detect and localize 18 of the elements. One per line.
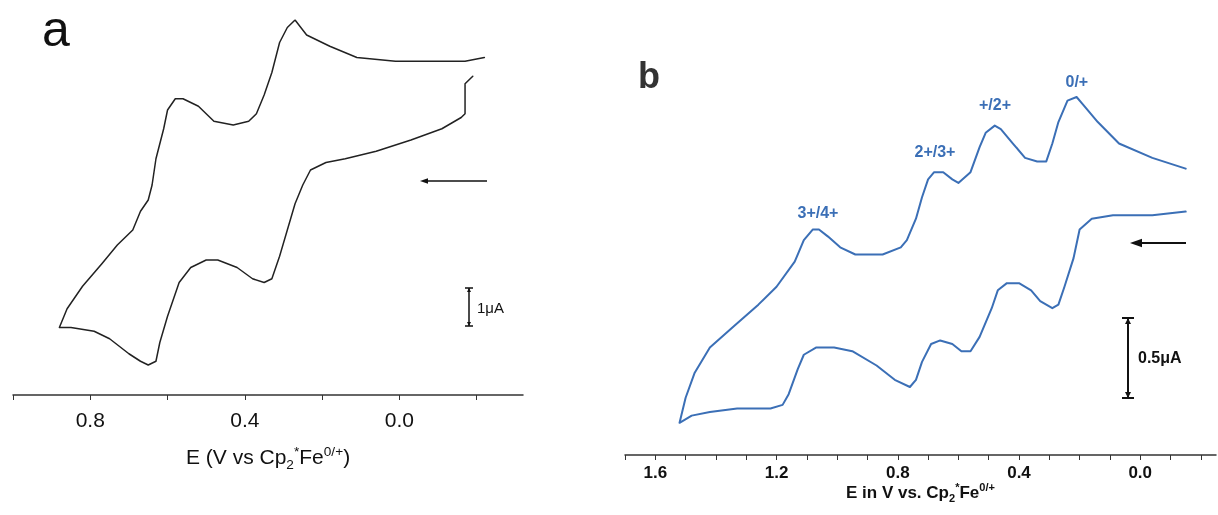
annotation: 1μA [477, 298, 504, 316]
chart-title: b [638, 55, 660, 96]
x-tick-label: 0.8 [885, 463, 910, 482]
x-tick-label: 1.2 [764, 463, 789, 482]
x-tick-label: 1.6 [643, 463, 668, 482]
annotation: 2+/3+ [914, 143, 956, 160]
x-axis-title: E in V vs. Cp$_{2}$$^{*}$Fe$^{0/+}$ [846, 480, 995, 504]
annotation: 3+/4+ [797, 204, 839, 221]
text: 0/+ [1065, 73, 1089, 90]
x-tick-label: 0.0 [384, 408, 414, 431]
annotation: 0.5μA [1138, 349, 1182, 366]
x-tick-label: 0.4 [1007, 463, 1032, 482]
x-tick-label: 0.4 [230, 408, 260, 431]
x-tick-label: 0.0 [1128, 463, 1153, 482]
chart-title: a [42, 1, 70, 57]
annotation: +/2+ [979, 96, 1012, 113]
x-tick-label: 0.8 [75, 408, 105, 431]
x-axis-title: E (V vs Cp$_{2}$$^{*}$Fe$^{0/+}$) [186, 443, 351, 472]
